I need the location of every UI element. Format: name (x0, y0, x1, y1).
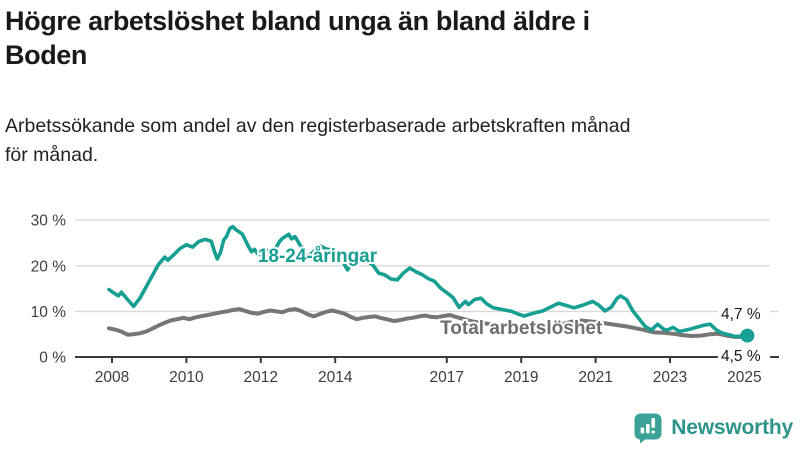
end-value-label-0: 4,7 % (721, 306, 761, 323)
y-tick-label-30: 30 % (31, 213, 67, 230)
chart-subtitle-line1: Arbetssökande som andel av den registerb… (5, 115, 631, 137)
x-tick-label-2008: 2008 (95, 369, 129, 386)
end-label-bg-1 (718, 346, 770, 366)
end-value-label-1: 4,5 % (721, 348, 761, 365)
newsworthy-logo-text: Newsworthy (671, 416, 793, 439)
x-tick-label-2023: 2023 (653, 369, 687, 386)
x-tick-label-2021: 2021 (578, 369, 612, 386)
x-tick-label-2025: 2025 (727, 369, 761, 386)
x-tick-label-2014: 2014 (318, 369, 353, 386)
newsworthy-logo: Newsworthy (633, 412, 793, 444)
series-line-total (107, 307, 750, 339)
chart-subtitle-line2: för månad. (5, 144, 99, 166)
series-line-young (107, 224, 750, 339)
chart-title-line1: Högre arbetslöshet bland unga än bland ä… (5, 6, 590, 36)
series-label-total: Total arbetslöshet (440, 318, 603, 339)
x-tick-label-2019: 2019 (504, 369, 538, 386)
unemployment-line-chart: 2008 2010 2012 2014 2017 2019 2021 2023 2025 30 %… (31, 213, 779, 386)
x-tick-label-2017: 2017 (430, 369, 464, 386)
series-label-young: 18-24-åringar (258, 246, 378, 267)
chart-title: Högre arbetslöshet bland unga än bland ä… (5, 4, 793, 72)
y-tick-label-10: 10 % (31, 304, 67, 321)
x-tick-label-2012: 2012 (244, 369, 278, 386)
x-tick-label-2010: 2010 (169, 369, 204, 386)
chart-title-line2: Boden (5, 40, 87, 70)
newsworthy-logo-icon (634, 413, 662, 444)
y-tick-label-0: 0 % (39, 350, 66, 367)
series-end-dot (740, 328, 755, 343)
chart-subtitle: Arbetssökande som andel av den registerb… (5, 112, 745, 170)
end-label-bg-0 (718, 303, 770, 323)
y-tick-label-20: 20 % (31, 258, 67, 275)
